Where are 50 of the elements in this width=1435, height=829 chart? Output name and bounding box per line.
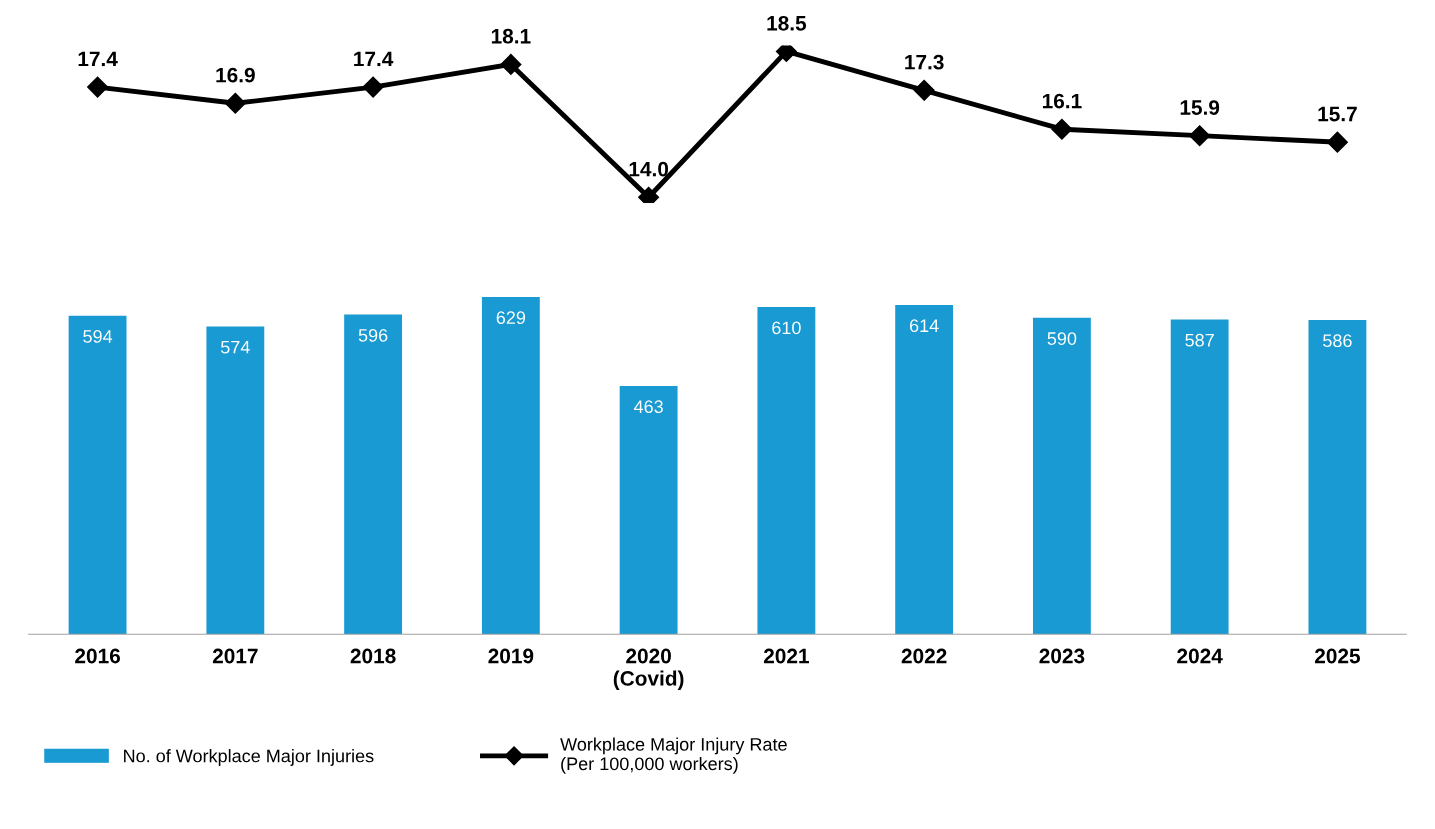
x-tick-label: 2024 [1177,648,1223,664]
x-tick-label: 2025 [1314,648,1361,664]
point [1326,131,1348,153]
data-label: 463 [633,400,663,414]
data-label: 614 [910,319,939,333]
point [362,76,384,98]
data-label: 574 [221,340,250,354]
point [500,53,522,75]
data-label: 590 [1047,332,1077,345]
data-label: 596 [358,328,388,342]
data-label: 15.7 [1318,106,1357,122]
bar [1308,319,1367,635]
data-label: 16.9 [216,67,255,83]
point [1189,125,1211,147]
x-tick-label: 2023 [1039,648,1085,664]
x-tick-label: 2017 [212,648,258,664]
data-label: 18.5 [767,15,807,31]
point [87,76,109,98]
point [224,92,246,114]
bar [1032,317,1091,635]
point [913,79,935,101]
data-label: 610 [772,321,801,335]
data-label: 17.4 [354,51,394,67]
x-tick-label: 2016 [75,648,120,664]
data-label: 17.4 [78,51,118,67]
x-tick-label: 2019 [488,648,534,664]
data-label: 629 [496,311,526,325]
bar [68,315,127,635]
data-label: 18.1 [491,28,531,44]
bar [344,314,403,635]
data-label: 586 [1323,334,1352,348]
data-label: 14.0 [629,161,669,177]
bar [895,304,954,635]
data-label: 16.1 [1042,93,1082,109]
bar [481,296,540,635]
bar [757,307,816,635]
data-label: 594 [83,330,113,343]
legend-label: No. of Workplace Major Injuries [124,749,374,766]
data-label: 15.9 [1180,100,1220,115]
data-label: 587 [1185,333,1214,347]
bar [1170,319,1229,635]
x-tick-label: 2020 (Covid) [613,648,684,690]
bar [619,385,678,635]
point [1051,118,1073,140]
data-label: 17.3 [905,54,944,70]
legend-label: Workplace Major Injury Rate (Per 100,000 workers) [560,737,787,774]
x-tick-label: 2022 [901,648,947,664]
x-tick-label: 2018 [350,648,396,664]
x-tick-label: 2021 [763,648,809,664]
bar [206,326,265,635]
